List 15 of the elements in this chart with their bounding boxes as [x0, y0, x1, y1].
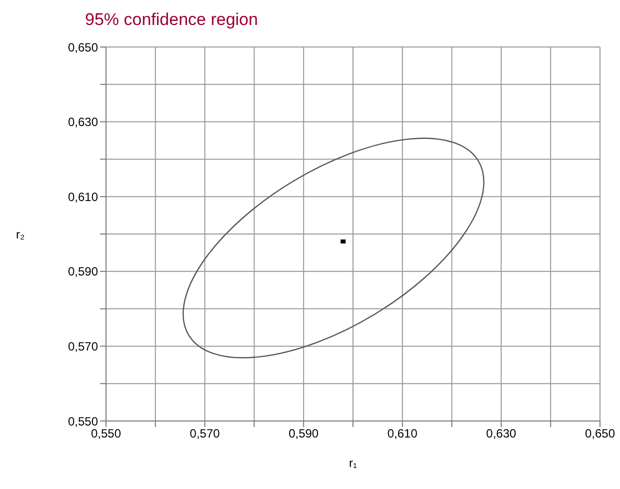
- x-tick-label: 0,550: [90, 426, 122, 441]
- x-tick-label: 0,650: [584, 426, 616, 441]
- x-tick-label: 0,610: [387, 426, 418, 441]
- y-tick-label: 0,650: [68, 40, 98, 54]
- y-tick-label: 0,550: [68, 414, 98, 428]
- chart-title: 95% confidence region: [85, 10, 258, 30]
- x-axis-title: r₁: [348, 456, 358, 470]
- y-axis-title: r₂: [16, 227, 25, 242]
- x-tick-label: 0,570: [190, 426, 220, 441]
- y-tick-label: 0,590: [68, 264, 98, 279]
- x-tick-label: 0,590: [288, 426, 319, 441]
- y-tick-label: 0,610: [68, 190, 98, 204]
- y-tick-label: 0,570: [68, 339, 98, 354]
- x-tick-label: 0,630: [486, 426, 517, 441]
- y-tick-label: 0,630: [68, 115, 98, 130]
